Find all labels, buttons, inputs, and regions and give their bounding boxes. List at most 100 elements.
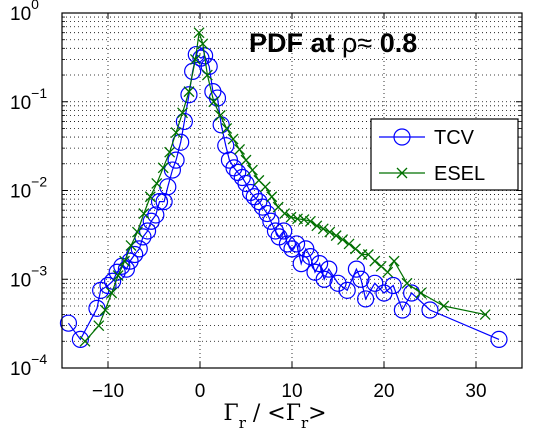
point-esel	[112, 270, 124, 282]
point-tcv	[393, 301, 411, 319]
point-tcv	[253, 198, 272, 216]
point-esel	[170, 127, 182, 138]
point-esel	[266, 191, 278, 203]
point-esel	[183, 86, 195, 98]
point-esel	[337, 234, 349, 246]
data-series	[59, 27, 508, 349]
point-esel	[401, 277, 413, 289]
point-esel	[304, 215, 316, 227]
point-tcv	[117, 260, 136, 278]
point-esel	[214, 110, 226, 121]
xlabel-sub-2: r	[301, 414, 309, 432]
point-esel	[208, 96, 220, 108]
point-tcv	[490, 330, 508, 349]
point-esel	[369, 255, 381, 267]
point-esel	[99, 304, 111, 316]
point-tcv	[357, 290, 375, 308]
point-tcv	[150, 192, 169, 211]
point-tcv	[288, 235, 306, 253]
point-tcv	[403, 284, 421, 302]
point-tcv	[142, 212, 160, 230]
point-tcv	[147, 206, 165, 224]
point-tcv	[283, 240, 301, 258]
point-esel	[93, 320, 105, 332]
point-esel	[298, 214, 310, 226]
point-esel	[343, 238, 355, 250]
point-tcv	[71, 330, 90, 349]
point-esel	[259, 181, 271, 193]
point-tcv	[311, 255, 329, 273]
point-tcv	[278, 235, 296, 253]
y-tick-label: 10−2	[10, 174, 47, 203]
point-esel	[197, 38, 209, 50]
point-tcv	[138, 222, 157, 240]
point-esel	[279, 208, 291, 220]
point-esel	[106, 287, 118, 299]
point-tcv	[384, 276, 402, 295]
legend-esel-label: ESEL	[434, 163, 485, 185]
point-esel	[125, 240, 137, 251]
point-tcv	[200, 57, 218, 76]
point-tcv	[262, 212, 280, 230]
legend-esel-marker	[396, 167, 408, 179]
legend-tcv-label: TCV	[434, 127, 475, 149]
point-esel	[221, 123, 233, 134]
point-esel	[317, 223, 329, 235]
point-tcv	[108, 263, 126, 281]
point-tcv	[421, 301, 439, 319]
point-esel	[438, 300, 450, 312]
point-tcv	[167, 151, 185, 169]
point-tcv	[347, 260, 365, 278]
point-esel	[119, 255, 131, 267]
point-esel	[157, 162, 169, 174]
point-tcv	[366, 274, 384, 292]
point-tcv	[59, 314, 78, 332]
point-esel	[415, 287, 427, 299]
grid-lines	[62, 12, 522, 369]
x-tick-label: 10	[281, 381, 302, 402]
x-tick-label: 30	[465, 381, 486, 402]
point-esel	[285, 211, 297, 223]
point-esel	[311, 220, 323, 232]
title-value: 0.8	[380, 28, 418, 58]
legend-tcv-marker	[393, 128, 411, 146]
point-tcv	[130, 240, 148, 258]
chart-title: PDF at ρ≈ 0.8	[249, 28, 417, 58]
point-tcv	[266, 222, 285, 240]
x-tick-label: −10	[92, 381, 124, 402]
point-tcv	[233, 168, 251, 187]
point-esel	[201, 69, 213, 81]
title-prefix: PDF at	[249, 28, 342, 58]
point-esel	[189, 53, 201, 65]
point-esel	[382, 266, 394, 278]
xlabel-sub-1: r	[239, 414, 247, 432]
point-esel	[131, 226, 143, 238]
x-axis-label: Γr / <Γr>	[223, 401, 326, 432]
point-esel	[324, 226, 336, 238]
xlabel-end: >	[308, 401, 326, 426]
series-line-tcv	[67, 53, 500, 341]
legend-box	[370, 118, 519, 191]
point-esel	[227, 133, 239, 145]
point-esel	[246, 164, 258, 176]
point-esel	[234, 144, 246, 155]
point-tcv	[184, 62, 202, 80]
point-tcv	[237, 174, 255, 193]
point-esel	[479, 309, 491, 321]
y-tick-label: 10−4	[10, 351, 47, 380]
axis-ticks: −10 0 10 20 30 10−4 10−3 10−2 10−1 100	[10, 0, 522, 402]
point-tcv	[99, 276, 117, 295]
point-esel	[240, 154, 252, 166]
xlabel-gamma-1: Γ	[223, 401, 238, 426]
legend: TCV ESEL	[370, 118, 519, 191]
point-tcv	[320, 260, 338, 278]
point-tcv	[175, 112, 193, 131]
point-tcv	[352, 270, 370, 288]
point-tcv	[338, 281, 356, 299]
point-tcv	[306, 263, 324, 281]
x-tick-label: 20	[373, 381, 394, 402]
point-tcv	[329, 274, 347, 292]
point-tcv	[180, 86, 198, 104]
y-tick-label: 100	[10, 0, 39, 25]
